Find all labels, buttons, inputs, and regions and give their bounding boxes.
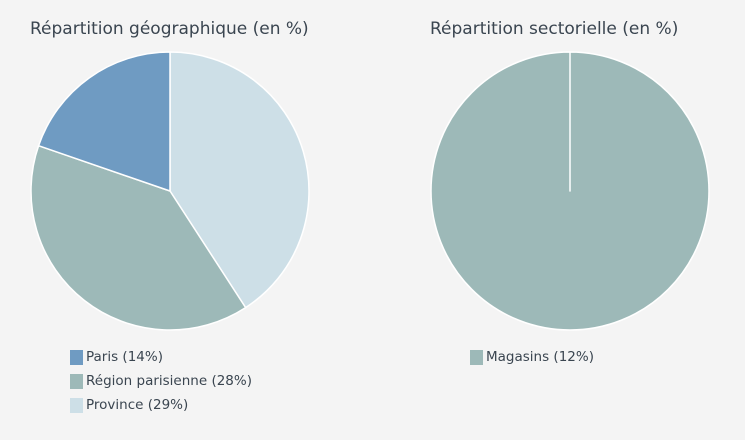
legend-label: Région parisienne (28%) xyxy=(86,373,252,389)
chart-geographic: Répartition géographique (en %) Paris (1… xyxy=(0,0,372,440)
legend-swatch xyxy=(70,373,83,389)
legend-swatch xyxy=(70,397,83,413)
legend-swatch xyxy=(470,349,483,365)
legend-label: Magasins (12%) xyxy=(486,349,594,365)
legend-item-magasins: Magasins (12%) xyxy=(470,349,594,365)
legend-item-province: Province (29%) xyxy=(70,397,252,413)
pie-chart-sectoral xyxy=(430,51,710,331)
pie-chart-geographic xyxy=(30,51,310,331)
legend-label: Paris (14%) xyxy=(86,349,163,365)
legend-item-region-parisienne: Région parisienne (28%) xyxy=(70,373,252,389)
pie-slice-paris xyxy=(37,51,171,192)
legend-item-paris: Paris (14%) xyxy=(70,349,252,365)
pie-slice-region-parisienne xyxy=(30,144,247,331)
chart-sectoral: Répartition sectorielle (en %) Magasins … xyxy=(400,0,745,440)
legend-label: Province (29%) xyxy=(86,397,189,413)
chart-title: Répartition géographique (en %) xyxy=(30,19,309,39)
legend: Magasins (12%) xyxy=(470,349,594,373)
chart-title: Répartition sectorielle (en %) xyxy=(430,19,679,39)
legend-swatch xyxy=(70,349,83,365)
legend: Paris (14%) Région parisienne (28%) Provin… xyxy=(70,349,252,421)
pie-slice-magasins xyxy=(430,51,710,331)
